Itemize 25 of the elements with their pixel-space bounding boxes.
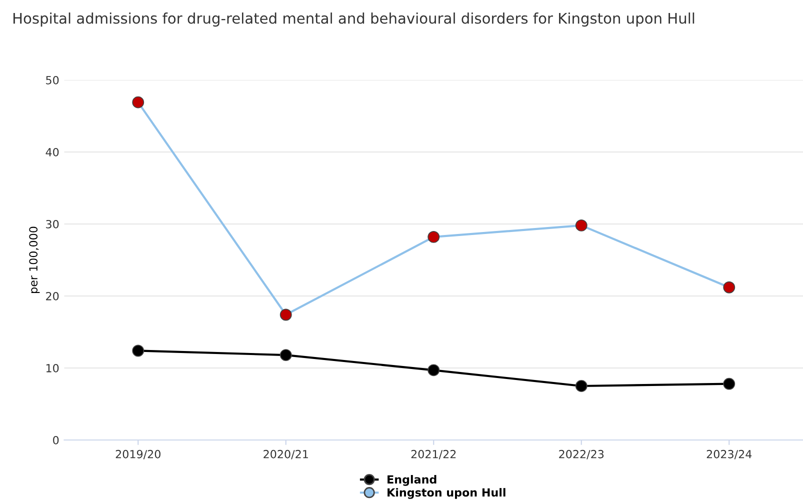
- y-tick-label: 50: [46, 76, 59, 84]
- x-tick-label: 2022/23: [559, 450, 604, 460]
- point: [575, 380, 588, 392]
- point: [132, 344, 144, 357]
- x-tick-label: 2019/20: [116, 450, 160, 460]
- y-tick-label: 20: [46, 292, 59, 300]
- x-tick-label: 2023/24: [706, 450, 752, 460]
- y-tick-label: 30: [46, 220, 59, 228]
- point: [723, 378, 736, 390]
- legend-label: Kingston upon Hull: [388, 488, 506, 499]
- point: [723, 281, 736, 294]
- x-tick-label: 2021/22: [411, 450, 456, 460]
- point: [428, 230, 440, 243]
- point: [132, 96, 144, 108]
- y-tick-label: 0: [53, 436, 59, 444]
- y-axis-title: per 100,000: [29, 226, 40, 293]
- y-tick-label: 10: [46, 364, 59, 372]
- point: [280, 308, 292, 321]
- legend-label: England: [388, 475, 436, 486]
- point: [428, 364, 440, 376]
- point: [575, 219, 588, 232]
- point: [280, 349, 292, 362]
- x-tick-label: 2020/21: [264, 450, 308, 460]
- chart-title: Hospital admissions for drug-related mental and behavioural disorders for Kingston upon Hull: [13, 12, 694, 27]
- y-tick-label: 40: [46, 148, 59, 156]
